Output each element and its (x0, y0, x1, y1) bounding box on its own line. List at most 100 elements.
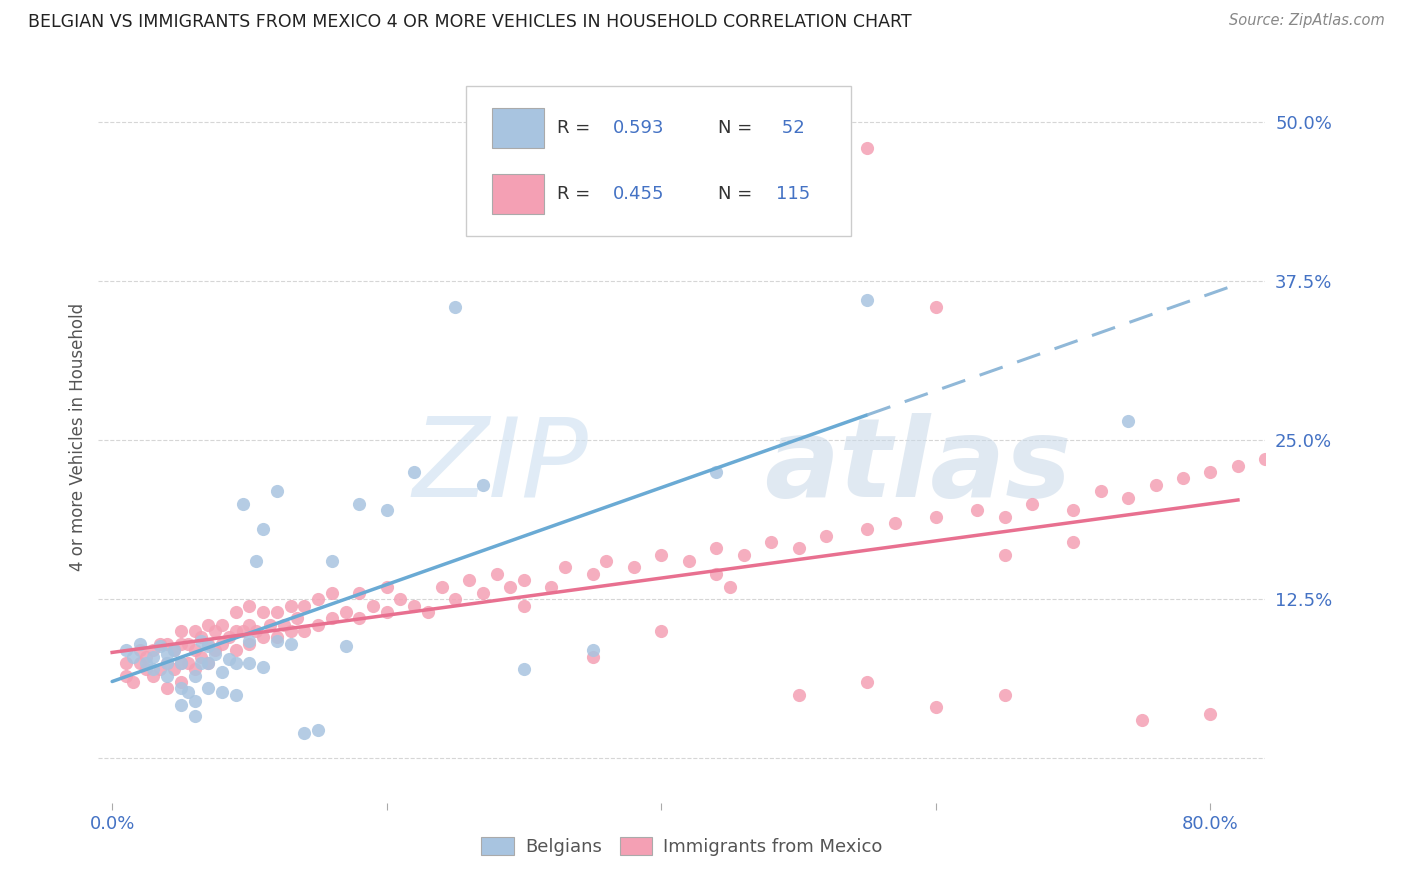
Point (170, 656, 193, 670)
Text: N =: N = (718, 186, 758, 203)
Point (170, 698, 193, 712)
Point (204, 647, 226, 661)
Point (321, 554, 343, 568)
Point (1199, 706, 1222, 721)
Point (321, 611, 343, 625)
Point (444, 300, 467, 314)
Point (1144, 477, 1167, 491)
Point (678, 554, 700, 568)
Point (204, 643, 226, 657)
Point (115, 643, 138, 657)
Point (211, 637, 233, 651)
Point (966, 503, 988, 517)
Point (349, 586, 371, 600)
Point (1171, 471, 1194, 485)
Point (149, 640, 172, 654)
Point (416, 605, 439, 619)
Point (856, 141, 879, 155)
Point (238, 617, 260, 632)
Point (211, 685, 233, 699)
Point (349, 497, 371, 511)
Point (1021, 497, 1043, 511)
Point (218, 631, 240, 645)
Point (142, 668, 165, 682)
Point (135, 662, 157, 676)
Point (733, 548, 755, 562)
Text: R =: R = (557, 186, 596, 203)
Point (197, 640, 219, 654)
Point (142, 662, 165, 676)
Point (404, 465, 426, 479)
Point (183, 624, 205, 638)
Point (280, 599, 302, 613)
Point (225, 656, 247, 670)
Point (307, 723, 329, 738)
Point (149, 662, 172, 676)
Point (252, 631, 274, 645)
Point (238, 634, 260, 648)
Point (375, 503, 398, 517)
Text: N =: N = (718, 120, 758, 137)
Point (170, 624, 193, 638)
Point (993, 548, 1015, 562)
Point (883, 516, 905, 530)
Point (252, 659, 274, 673)
Point (540, 580, 562, 594)
Point (183, 662, 205, 676)
Point (856, 293, 879, 308)
Point (156, 647, 179, 661)
FancyBboxPatch shape (465, 86, 851, 236)
Point (458, 573, 481, 587)
Point (815, 529, 838, 543)
Point (1116, 491, 1139, 505)
Point (176, 637, 198, 651)
Point (218, 652, 240, 666)
Point (266, 631, 288, 645)
Point (245, 624, 267, 638)
Point (163, 643, 186, 657)
Point (115, 656, 138, 670)
Point (582, 643, 605, 657)
Point (170, 681, 193, 696)
Point (335, 605, 357, 619)
Point (190, 656, 212, 670)
Point (238, 656, 260, 670)
Point (375, 605, 398, 619)
Point (623, 560, 645, 574)
Point (650, 624, 672, 638)
Point (121, 649, 143, 664)
Point (252, 605, 274, 619)
Point (1090, 484, 1112, 499)
Point (176, 685, 198, 699)
Point (1226, 458, 1249, 473)
Point (128, 643, 150, 657)
Text: 115: 115 (776, 186, 811, 203)
Point (335, 640, 357, 654)
Point (135, 649, 157, 664)
Point (582, 649, 605, 664)
Point (197, 656, 219, 670)
Text: 0.455: 0.455 (613, 186, 665, 203)
Point (121, 675, 143, 690)
Point (197, 681, 219, 696)
Point (232, 624, 254, 638)
Point (183, 643, 205, 657)
Point (266, 605, 288, 619)
FancyBboxPatch shape (492, 108, 544, 148)
Point (1062, 503, 1084, 517)
Point (787, 541, 810, 556)
Text: 0.593: 0.593 (613, 120, 665, 137)
Point (252, 522, 274, 536)
Point (204, 624, 226, 638)
Legend: Belgians, Immigrants from Mexico: Belgians, Immigrants from Mexico (474, 830, 890, 863)
Text: ZIP: ZIP (413, 413, 589, 520)
Point (1199, 465, 1222, 479)
Point (471, 477, 494, 491)
Point (499, 580, 522, 594)
Point (925, 509, 948, 524)
Point (225, 624, 247, 638)
Point (156, 656, 179, 670)
Point (149, 637, 172, 651)
Point (156, 681, 179, 696)
Point (170, 637, 193, 651)
